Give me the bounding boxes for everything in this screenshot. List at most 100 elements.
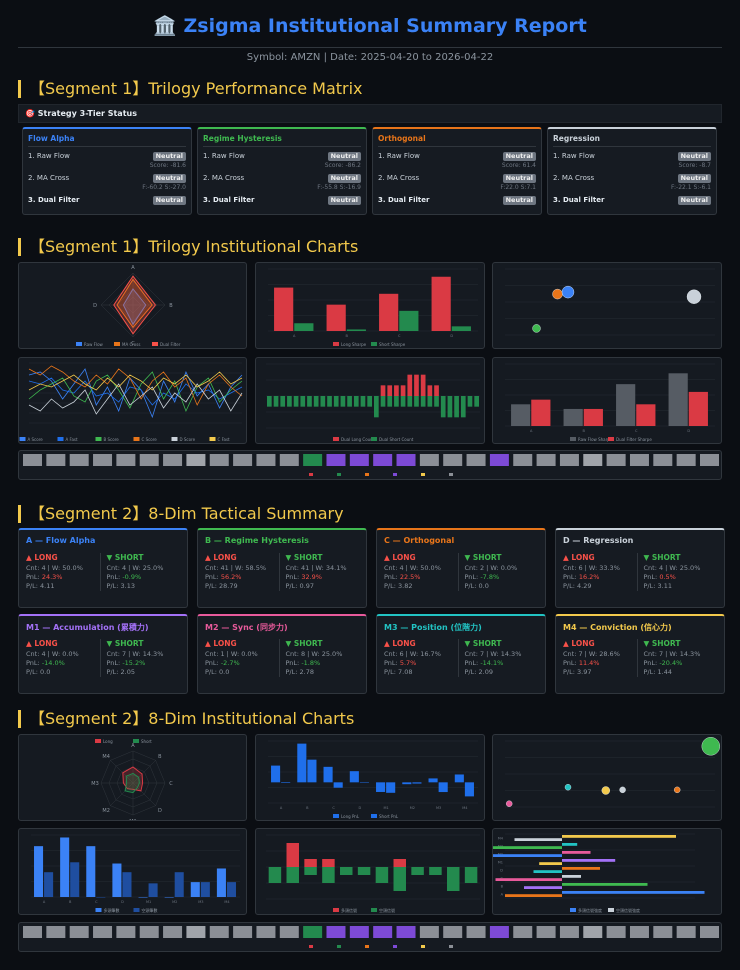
tier-row-label: 3. Dual Filter <box>28 196 80 204</box>
count-win-rate: Cnt: 8 | W: 25.0% <box>285 650 343 658</box>
bar <box>313 396 319 407</box>
count-win-rate: Cnt: 4 | W: 25.0% <box>643 564 701 572</box>
count-win-rate: Cnt: 4 | W: 0.0% <box>26 650 79 658</box>
heatmap-cell <box>559 454 579 466</box>
bar <box>304 867 317 875</box>
status-pill: Neutral <box>677 195 711 205</box>
bar <box>495 878 562 881</box>
long-column: ▲ LONG Cnt: 7 | W: 28.6% PnL: 11.4% P/L: 3.… <box>563 639 637 677</box>
line-series-a-score <box>28 368 243 419</box>
tier-row-label: 1. Raw Flow <box>28 152 70 160</box>
bar <box>379 293 399 331</box>
heatmap-cell <box>163 454 183 466</box>
heatmap-cell <box>466 926 486 938</box>
bar <box>34 846 44 897</box>
bar <box>174 872 184 897</box>
short-column: ▼ SHORT Cnt: 41 | W: 34.1% PnL: 32.9% P/L: … <box>278 553 360 591</box>
legend-label: Raw Flow <box>84 342 104 347</box>
tier-card-2: Orthogonal 1. Raw Flow Neutral Score: 61.4 2… <box>372 127 542 215</box>
legend-label: Long Sharpe <box>341 342 367 347</box>
heatmap-cell <box>233 454 253 466</box>
legend-label: Short PnL <box>379 814 399 819</box>
dim-card-5: M2 — Sync (同步力) ▲ LONG Cnt: 1 | W: 0.0% PnL… <box>197 614 367 694</box>
pnl-line: PnL: 16.2% <box>563 573 633 582</box>
bar <box>399 310 419 331</box>
dim-columns: ▲ LONG Cnt: 41 | W: 58.5% PnL: 56.2% P/L: 2… <box>205 553 359 591</box>
tier-row: 1. Raw Flow Neutral <box>378 151 536 161</box>
radar-axis-label: M2 <box>102 808 110 814</box>
heatmap-cell <box>163 926 183 938</box>
legend-swatch <box>449 473 453 476</box>
tier-row-label: 2. MA Cross <box>203 174 245 182</box>
bar <box>387 385 393 396</box>
status-pill: Neutral <box>152 195 186 205</box>
segment-2-summary-heading: 【Segment 2】8-Dim Tactical Summary <box>18 505 344 523</box>
bar <box>307 759 317 783</box>
heatmap-cell <box>326 926 346 938</box>
pnl-line: PnL: 22.5% <box>384 573 454 582</box>
status-pill: Neutral <box>152 173 186 183</box>
radar-axis <box>110 760 134 784</box>
legend-label: C Fast <box>218 437 231 442</box>
heatmap-cell <box>46 454 66 466</box>
bar <box>562 859 616 862</box>
bar <box>539 862 562 865</box>
x-tick-label: M2 <box>410 806 415 810</box>
scatter-point <box>564 784 572 791</box>
heatmap-cell <box>23 454 42 466</box>
heatmap-cell <box>46 926 66 938</box>
legend-label: A Fast <box>66 437 78 442</box>
tier-score: Score: 61.4 <box>501 162 536 169</box>
tier-row: 2. MA Cross Neutral <box>28 173 186 183</box>
tier-score: Score: -81.6 <box>149 162 186 169</box>
heatmap-cell <box>373 454 393 466</box>
short-label: ▼ SHORT <box>464 553 502 562</box>
heatmap-cell <box>700 454 719 466</box>
status-pill: Neutral <box>677 151 711 161</box>
dim-title: M4 — Conviction (信心力) <box>563 623 672 632</box>
long-label: ▲ LONG <box>26 553 58 562</box>
bar <box>367 396 372 407</box>
pnl-label: PnL: <box>285 659 302 667</box>
pl-ratio: P/L: 0.0 <box>26 668 51 676</box>
pnl-value: 0.5% <box>659 573 676 581</box>
pnl-line: PnL: -20.4% <box>644 659 714 668</box>
status-pill: Neutral <box>502 173 536 183</box>
dim-card-2: C — Orthogonal ▲ LONG Cnt: 4 | W: 50.0% PnL… <box>376 528 546 608</box>
heatmap-cell <box>513 454 533 466</box>
long-column: ▲ LONG Cnt: 4 | W: 50.0% PnL: 22.5% P/L: 3.… <box>384 553 458 591</box>
count-win-rate: Cnt: 41 | W: 34.1% <box>285 564 347 572</box>
short-column: ▼ SHORT Cnt: 4 | W: 25.0% PnL: -0.9% P/L: 3… <box>99 553 181 591</box>
bar <box>454 774 464 783</box>
bar <box>429 867 442 875</box>
bar <box>563 408 583 426</box>
bar <box>287 396 292 407</box>
bar <box>380 385 386 396</box>
pl-ratio: P/L: 2.78 <box>285 668 314 676</box>
pnl-value: 24.3% <box>41 573 63 581</box>
pnl-label: PnL: <box>384 573 400 581</box>
heatmap-cell <box>349 926 369 938</box>
x-tick-label: M3 <box>436 806 441 810</box>
pnl-label: PnL: <box>464 659 481 667</box>
heatmap-cell <box>93 926 113 938</box>
bar <box>533 870 562 873</box>
long-column: ▲ LONG Cnt: 4 | W: 50.0% PnL: 24.3% P/L: 4.… <box>26 553 100 591</box>
pnl-value: 11.4% <box>578 659 600 667</box>
bar <box>333 782 343 788</box>
count-win-rate: Cnt: 7 | W: 14.3% <box>643 650 701 658</box>
pnl-line: PnL: 5.7% <box>384 659 454 668</box>
tier-row: 1. Raw Flow Neutral <box>553 151 711 161</box>
dim-title: M2 — Sync (同步力) <box>205 623 288 632</box>
bar <box>420 374 426 396</box>
heatmap-cell <box>279 454 299 466</box>
long-column: ▲ LONG Cnt: 4 | W: 0.0% PnL: -14.0% P/L: 0.… <box>26 639 100 677</box>
bar <box>394 396 399 407</box>
pnl-label: PnL: <box>26 573 42 581</box>
heatmap-cell <box>536 454 556 466</box>
pl-ratio: P/L: 7.08 <box>384 668 413 676</box>
pnl-value: -2.7% <box>220 659 240 667</box>
bar <box>70 862 80 897</box>
pnl-line: PnL: -0.9% <box>107 573 177 582</box>
pnl-line: PnL: 11.4% <box>563 659 633 668</box>
